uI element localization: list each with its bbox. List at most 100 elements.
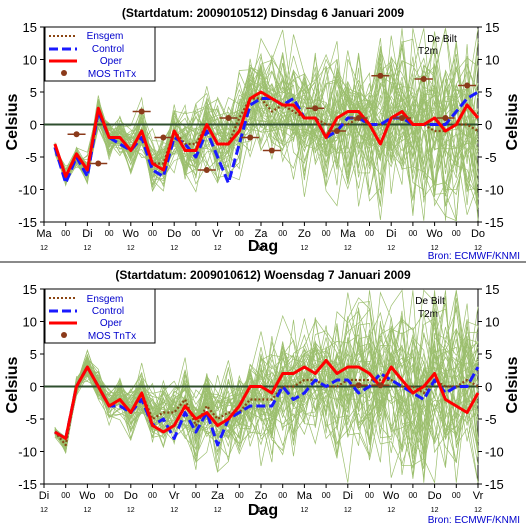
x-tick-label: 00 xyxy=(235,229,244,238)
x-tick-label: 00 xyxy=(61,491,70,500)
y-tick-label-left: -15 xyxy=(18,477,37,492)
x-tick-label: Zo xyxy=(298,228,311,240)
y-tick-label-left: 15 xyxy=(23,282,37,297)
x-tick-label: 00 xyxy=(322,229,331,238)
mos-tntx-point xyxy=(355,115,362,121)
station-label: De Bilt xyxy=(415,296,445,307)
y-tick-label-right: 5 xyxy=(485,85,492,100)
y-tick-label-left: -5 xyxy=(25,412,37,427)
x-tick-label: Wo xyxy=(123,228,139,240)
x-axis-label: Dag xyxy=(248,238,278,255)
x-tick-sublabel: 12 xyxy=(387,507,395,514)
ensemble-member-line xyxy=(54,28,479,190)
station-label: De Bilt xyxy=(427,34,457,45)
x-tick-label: 00 xyxy=(452,229,461,238)
ensemble-member-line xyxy=(54,28,479,176)
variable-label: T2m xyxy=(418,309,438,320)
x-tick-label: Vr xyxy=(169,490,180,502)
x-tick-sublabel: 12 xyxy=(40,245,48,252)
x-tick-label: Ma xyxy=(340,228,356,240)
legend-oper-label: Oper xyxy=(100,318,123,329)
x-tick-sublabel: 12 xyxy=(344,245,352,252)
ensemble-member-line xyxy=(54,334,479,452)
mos-tntx-point xyxy=(377,72,384,79)
legend-control-label: Control xyxy=(92,306,124,317)
x-axis-label: Dag xyxy=(248,502,278,519)
x-tick-label: 00 xyxy=(278,491,287,500)
x-tick-sublabel: 12 xyxy=(170,507,178,514)
y-tick-label-left: 10 xyxy=(23,315,37,330)
y-tick-label-left: -10 xyxy=(18,183,37,198)
x-tick-label: Za xyxy=(255,228,269,240)
x-tick-sublabel: 12 xyxy=(257,507,265,514)
x-tick-sublabel: 12 xyxy=(40,507,48,514)
mos-tntx-point xyxy=(333,128,340,134)
x-tick-sublabel: 12 xyxy=(127,245,135,252)
y-axis-label-right: Celsius xyxy=(504,93,521,150)
source-label: Bron: ECMWF/KNMI xyxy=(428,251,520,262)
y-tick-label-right: 0 xyxy=(485,118,492,133)
x-tick-sublabel: 12 xyxy=(344,507,352,514)
x-tick-sublabel: 12 xyxy=(474,507,482,514)
y-tick-label-right: 10 xyxy=(485,315,499,330)
y-tick-label-right: -10 xyxy=(485,183,504,198)
y-tick-label-left: 10 xyxy=(23,53,37,68)
legend-mos-label: MOS TnTx xyxy=(88,69,136,80)
y-tick-label-left: 5 xyxy=(30,85,37,100)
x-tick-label: Zo xyxy=(255,490,268,502)
legend-mos-swatch xyxy=(61,332,67,338)
x-tick-label: Do xyxy=(428,490,442,502)
x-tick-label: Do xyxy=(124,490,138,502)
ensemble-member-line xyxy=(54,79,479,201)
variable-label: T2m xyxy=(418,46,438,57)
x-tick-label: 00 xyxy=(105,491,114,500)
mos-tntx-point xyxy=(420,76,427,82)
source-label: Bron: ECMWF/KNMI xyxy=(428,515,520,526)
x-tick-label: 00 xyxy=(278,229,287,238)
x-tick-label: 00 xyxy=(191,229,200,238)
y-tick-label-left: -5 xyxy=(25,150,37,165)
x-tick-sublabel: 12 xyxy=(214,245,222,252)
ensemble-members xyxy=(54,289,479,485)
x-tick-label: Di xyxy=(82,228,92,240)
x-tick-sublabel: 12 xyxy=(127,507,135,514)
x-tick-label: Ma xyxy=(297,490,313,502)
legend-mos-swatch xyxy=(61,70,67,76)
ensemble-member-line xyxy=(54,328,479,476)
y-tick-label-left: 0 xyxy=(30,380,37,395)
x-tick-label: Do xyxy=(167,228,181,240)
x-tick-sublabel: 12 xyxy=(257,245,265,252)
y-tick-label-right: -5 xyxy=(485,150,497,165)
y-tick-label-left: 5 xyxy=(30,347,37,362)
ensemble-member-line xyxy=(54,290,479,450)
mos-tntx-point xyxy=(225,115,232,121)
x-tick-sublabel: 12 xyxy=(214,507,222,514)
mos-tntx-point xyxy=(464,82,471,89)
x-tick-label: 00 xyxy=(191,491,200,500)
series-control-line xyxy=(53,90,479,185)
mos-tntx-point xyxy=(312,105,319,112)
x-tick-label: Za xyxy=(211,490,225,502)
mos-tntx-point xyxy=(355,382,362,389)
x-tick-label: Di xyxy=(343,490,353,502)
x-tick-sublabel: 12 xyxy=(387,245,395,252)
legend-control-label: Control xyxy=(92,44,124,55)
x-tick-label: 00 xyxy=(105,229,114,238)
x-tick-label: 00 xyxy=(365,229,374,238)
x-tick-label: 00 xyxy=(148,491,157,500)
x-tick-label: 00 xyxy=(322,491,331,500)
mos-tntx-point xyxy=(442,115,449,121)
x-tick-label: 00 xyxy=(235,491,244,500)
y-tick-label-right: 10 xyxy=(485,53,499,68)
x-tick-label: 00 xyxy=(408,491,417,500)
mos-tntx-point xyxy=(399,115,406,121)
x-tick-sublabel: 12 xyxy=(474,245,482,252)
x-tick-label: 00 xyxy=(452,491,461,500)
y-tick-label-left: -15 xyxy=(18,215,37,230)
y-tick-label-right: 5 xyxy=(485,347,492,362)
x-tick-sublabel: 12 xyxy=(84,507,92,514)
ensemble-member-line xyxy=(54,50,479,179)
